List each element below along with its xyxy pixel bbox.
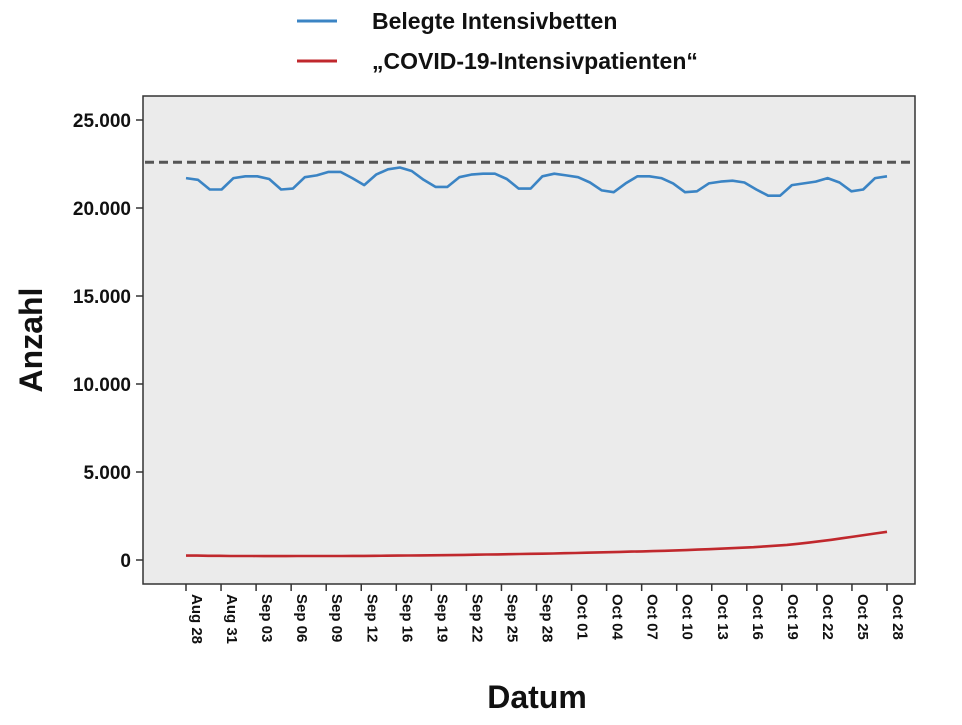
legend-label-belegte-intensivbetten: Belegte Intensivbetten [372,8,617,34]
x-axis-title: Datum [487,679,587,715]
y-tick-label: 15.000 [73,287,131,308]
legend: Belegte Intensivbetten „COVID-19-Intensi… [297,8,698,74]
x-tick-label: Aug 31 [223,594,240,644]
x-tick-label: Sep 19 [433,594,450,642]
y-tick-label: 5.000 [83,463,131,484]
x-tick-label: Oct 25 [854,594,871,640]
x-tick-label: Oct 07 [644,594,661,640]
x-tick-label: Sep 06 [293,594,310,642]
y-axis-title: Anzahl [13,288,49,393]
y-tick-label: 10.000 [73,375,131,396]
y-axis-ticks: 0 5.000 10.000 15.000 20.000 25.000 [73,111,143,572]
x-tick-label: Sep 12 [363,594,380,642]
x-tick-label: Sep 09 [328,594,345,642]
series-line-covid-intensivpatienten [186,530,888,558]
x-tick-label: Oct 13 [714,594,731,640]
x-tick-label: Oct 01 [574,594,591,640]
x-tick-label: Oct 19 [784,594,801,640]
plot-area [142,95,916,585]
x-axis-ticks: Aug 28 Aug 31 Sep 03 Sep 06 Sep 09 Sep 12 Sep … [185,584,906,644]
x-tick-label: Sep 28 [539,594,556,642]
legend-label-covid-intensivpatienten: „COVID-19-Intensivpatienten“ [372,48,698,74]
x-tick-label: Oct 28 [889,594,906,640]
x-tick-label: Oct 16 [749,594,766,640]
x-tick-label: Sep 25 [503,594,520,642]
x-tick-label: Sep 16 [398,594,415,642]
x-tick-label: Aug 28 [188,594,205,644]
y-tick-label: 20.000 [73,199,131,220]
series-group [185,166,888,558]
x-tick-label: Oct 10 [679,594,696,640]
x-tick-label: Sep 03 [258,594,275,642]
y-tick-label: 25.000 [73,111,131,132]
x-tick-label: Oct 22 [819,594,836,640]
x-tick-label: Oct 04 [609,594,626,641]
x-tick-label: Sep 22 [468,594,485,642]
y-tick-label: 0 [120,551,131,572]
series-line-belegte-intensivbetten [185,166,888,197]
